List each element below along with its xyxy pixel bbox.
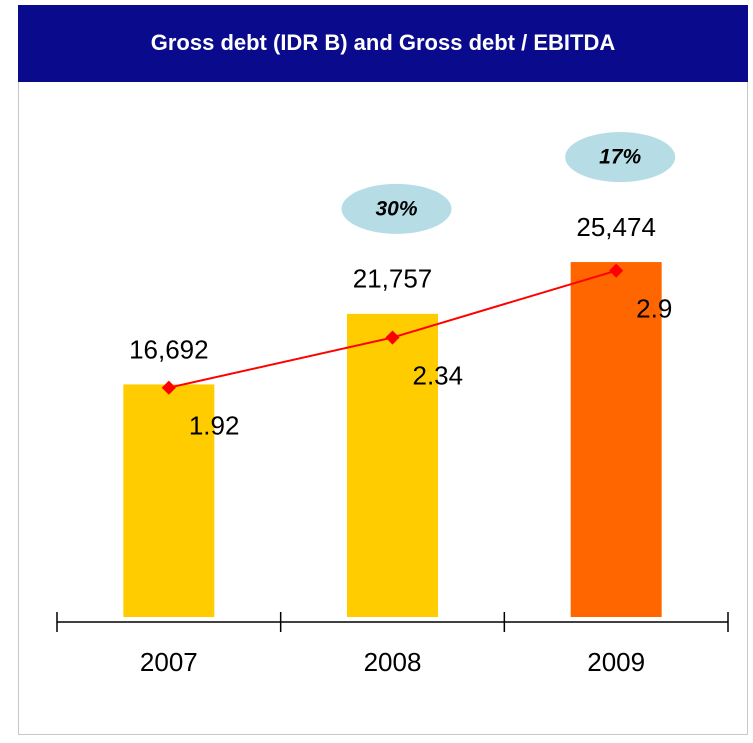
x-tick-label: 2008 bbox=[364, 647, 422, 677]
bar-value-label: 21,757 bbox=[353, 264, 433, 294]
bar bbox=[347, 313, 438, 617]
line-marker bbox=[161, 380, 176, 395]
bar-value-label: 16,692 bbox=[129, 334, 209, 364]
x-tick-label: 2009 bbox=[587, 647, 645, 677]
chart-title: Gross debt (IDR B) and Gross debt / EBIT… bbox=[151, 30, 616, 55]
line-value-label: 2.34 bbox=[413, 360, 464, 390]
line-value-label: 1.92 bbox=[189, 411, 240, 441]
x-tick-label: 2007 bbox=[140, 647, 198, 677]
growth-bubble bbox=[565, 132, 676, 183]
header-band bbox=[18, 5, 748, 82]
bar bbox=[570, 262, 662, 617]
bar bbox=[123, 384, 215, 617]
bar-value-label: 25,474 bbox=[576, 212, 656, 242]
growth-label: 17% bbox=[599, 146, 641, 169]
growth-label: 30% bbox=[375, 197, 417, 220]
line-marker bbox=[609, 263, 624, 278]
line-marker bbox=[385, 330, 400, 345]
growth-bubble bbox=[341, 183, 452, 234]
line-value-label: 2.9 bbox=[636, 294, 672, 324]
